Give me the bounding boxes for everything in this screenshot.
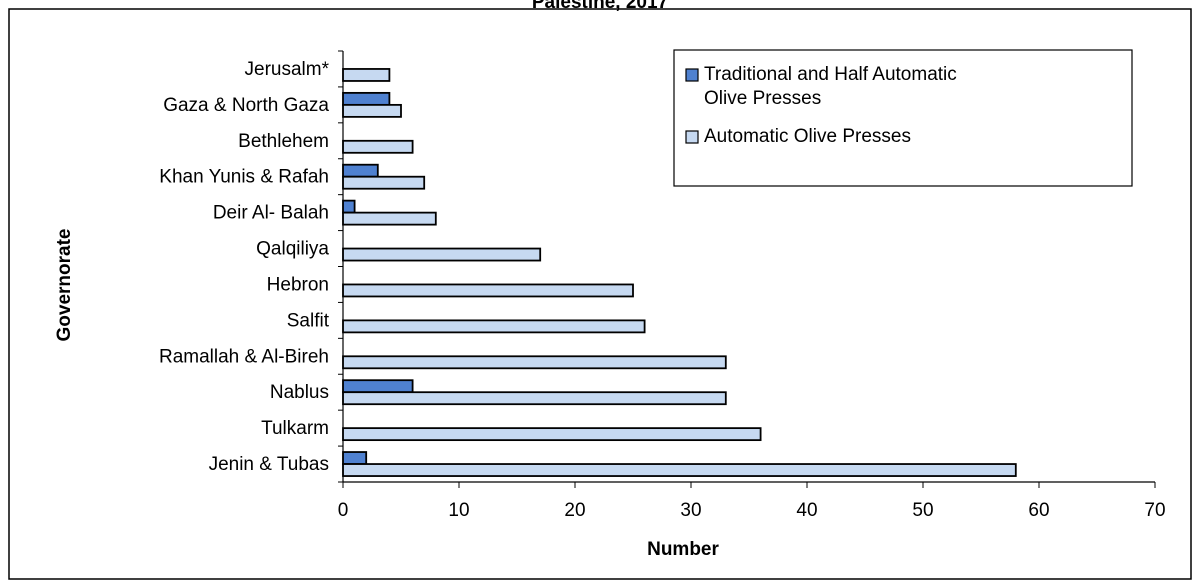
category-label: Salfit: [287, 310, 330, 331]
category-label: Qalqiliya: [256, 239, 329, 260]
bar: [342, 68, 391, 82]
category-label: Gaza & North Gaza: [163, 95, 329, 116]
y-axis-title: Governorate: [54, 229, 75, 342]
bar: [342, 163, 379, 178]
bar: [342, 451, 368, 465]
plot-area: Jerusalm* Gaza & North Gaza Bethlehem Khan …: [159, 50, 1166, 521]
legend: Traditional and Half Automatic Olive Pres…: [673, 49, 1133, 187]
x-tick-label: 0: [338, 500, 349, 521]
x-tick-label: 60: [1028, 500, 1049, 521]
bar: [342, 211, 437, 226]
legend-swatch: [685, 68, 699, 82]
category-label: Jenin & Tubas: [209, 454, 329, 475]
bar: [342, 391, 727, 406]
category-label: Tulkarm: [261, 418, 329, 439]
bar: [342, 91, 391, 106]
chart-title: Palestine, 2017: [532, 0, 668, 13]
x-tick-label: 70: [1144, 500, 1165, 521]
category-label: Hebron: [267, 274, 329, 295]
legend-swatch: [685, 130, 699, 144]
x-tick-label: 10: [448, 500, 469, 521]
category-label: Nablus: [270, 382, 329, 403]
bar: [342, 379, 414, 394]
bar: [342, 103, 402, 118]
bar: [342, 319, 646, 334]
bar: [342, 139, 414, 154]
x-tick-label: 50: [912, 500, 933, 521]
category-label: Ramallah & Al-Bireh: [159, 346, 329, 367]
category-label: Jerusalm*: [245, 59, 330, 80]
x-tick-label: 20: [564, 500, 585, 521]
category-label: Deir Al- Balah: [213, 203, 329, 224]
bar: [342, 427, 762, 442]
category-label: Bethlehem: [238, 131, 329, 152]
category-label: Khan Yunis & Rafah: [159, 167, 329, 188]
x-axis-title: Number: [647, 539, 719, 560]
x-tick-label: 30: [680, 500, 701, 521]
x-tick-label: 40: [796, 500, 817, 521]
bar: [342, 355, 727, 370]
bar: [342, 199, 356, 214]
bar: [342, 247, 542, 262]
bar: [342, 463, 1017, 477]
bar: [342, 175, 426, 190]
bar: [342, 283, 634, 298]
legend-label: Automatic Olive Presses: [704, 126, 911, 147]
legend-box: [673, 49, 1133, 187]
legend-label: Traditional and Half Automatic Olive Pres…: [704, 64, 957, 109]
